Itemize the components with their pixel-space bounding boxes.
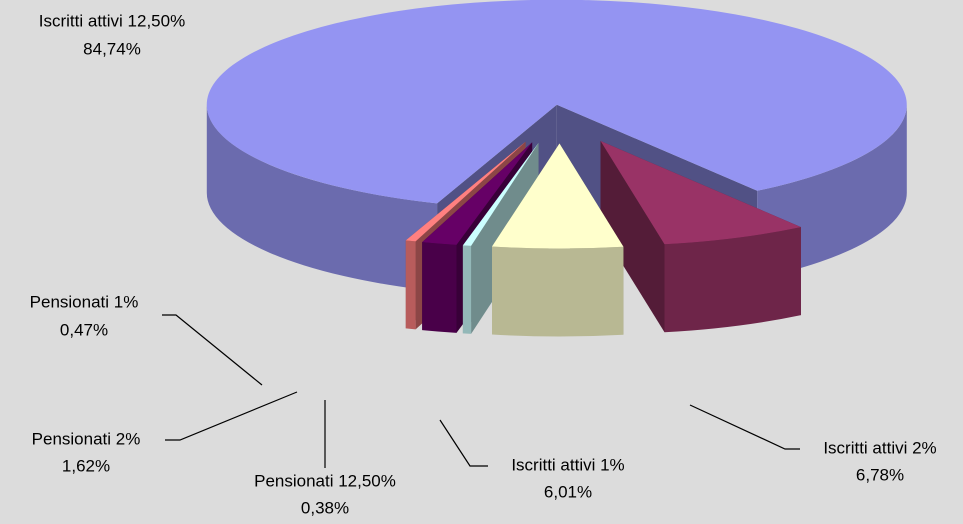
slice-label: Iscritti attivi 2% — [823, 438, 936, 457]
slice-side — [492, 246, 624, 337]
slice — [600, 141, 801, 245]
slice — [492, 143, 624, 249]
slice-label: Iscritti attivi 12,50% — [39, 11, 185, 30]
slice-value-label: 6,78% — [856, 465, 904, 484]
slice-label: Pensionati 2% — [32, 429, 141, 448]
leader-line — [439, 419, 488, 467]
leader-line — [689, 404, 800, 450]
leader-line — [165, 391, 298, 441]
slice-label: Pensionati 1% — [30, 292, 139, 311]
slice — [405, 141, 526, 242]
slice-value-label: 84,74% — [83, 39, 141, 58]
slice-value-label: 6,01% — [544, 482, 592, 501]
slice-side — [664, 227, 801, 333]
slice-side — [462, 245, 472, 334]
slice-side — [422, 242, 457, 333]
slice-value-label: 0,47% — [60, 320, 108, 339]
slice-side — [600, 141, 665, 333]
slice-value-label: 1,62% — [62, 456, 110, 475]
slice — [422, 142, 533, 245]
slice-label: Iscritti attivi 1% — [511, 455, 624, 474]
pie — [206, 0, 907, 337]
slice — [206, 0, 907, 204]
slice-side — [206, 104, 438, 292]
leader-line — [162, 314, 263, 386]
slice — [462, 142, 539, 246]
slice-label: Pensionati 12,50% — [254, 471, 396, 490]
slice-side — [405, 240, 416, 330]
leaders — [162, 314, 800, 468]
slice-value-label: 0,38% — [301, 498, 349, 517]
